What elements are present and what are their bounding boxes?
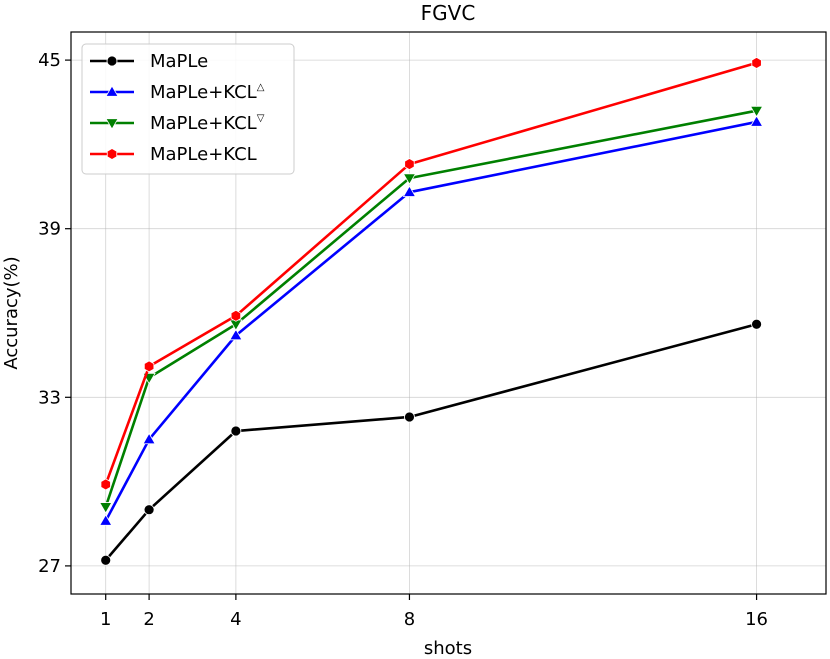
data-point-1-0 — [99, 514, 113, 526]
legend-marker-2 — [105, 118, 119, 130]
y-tick-label: 45 — [38, 50, 61, 71]
data-point-3-1 — [143, 360, 155, 373]
y-tick-label: 39 — [38, 219, 61, 240]
data-point-3-4 — [751, 56, 762, 69]
data-point-2-4 — [749, 105, 764, 118]
x-tick-label: 1 — [100, 609, 111, 630]
legend-marker-3 — [106, 148, 118, 160]
data-point-0-4 — [751, 318, 762, 330]
data-point-3-3 — [404, 158, 415, 171]
data-point-1-2 — [229, 328, 243, 341]
y-tick-label: 33 — [38, 387, 61, 408]
data-point-2-0 — [99, 502, 113, 514]
y-axis-label: Accuracy(%) — [1, 256, 22, 369]
series-line-0 — [104, 322, 757, 562]
x-tick-label: 2 — [143, 609, 154, 630]
y-tick-label: 27 — [38, 556, 61, 577]
x-axis-ticks: 1 2 4 8 16 — [100, 594, 768, 630]
chart-title: FGVC — [421, 1, 476, 25]
legend-label-1: MaPLe+KCL△ — [150, 82, 265, 103]
x-tick-label: 16 — [745, 609, 768, 630]
data-point-0-1 — [143, 504, 155, 516]
legend-label-2: MaPLe+KCL▽ — [150, 113, 265, 134]
data-point-0-2 — [230, 425, 242, 437]
legend-label-0: MaPLe — [150, 51, 208, 72]
x-tick-label: 4 — [230, 609, 241, 630]
data-point-3-2 — [230, 309, 242, 322]
plot-frame — [70, 31, 827, 595]
legend-label-3: MaPLe+KCL — [150, 144, 257, 165]
data-point-3-0 — [100, 478, 111, 491]
series-group — [99, 56, 764, 566]
legend-marker-1 — [105, 85, 119, 97]
x-axis-label: shots — [424, 638, 472, 659]
data-point-1-3 — [402, 185, 417, 197]
legend-box — [81, 43, 295, 175]
data-point-2-3 — [402, 173, 417, 185]
data-point-1-4 — [749, 115, 764, 127]
legend-marker-0 — [106, 55, 118, 67]
data-point-0-0 — [100, 554, 112, 566]
data-point-1-1 — [142, 432, 156, 445]
data-point-0-3 — [404, 411, 415, 423]
y-axis-ticks: 27 33 39 45 — [38, 50, 71, 577]
legend: MaPLe MaPLe+KCL△ MaPLe+KCL▽ MaPLe+KCL — [81, 43, 295, 175]
x-tick-label: 8 — [404, 609, 415, 630]
